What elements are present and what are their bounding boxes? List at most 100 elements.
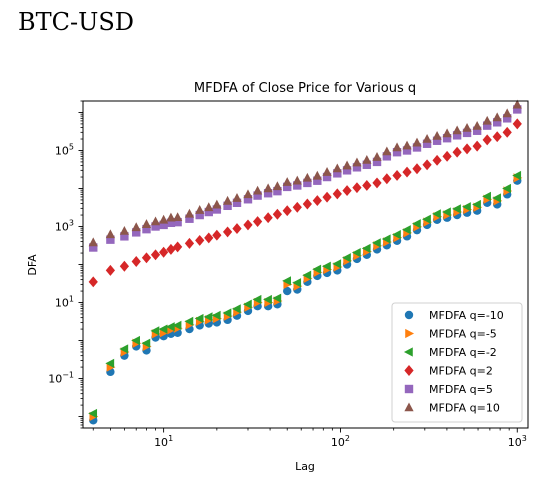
data-point (411, 219, 421, 229)
data-point (204, 232, 214, 244)
data-point (422, 159, 432, 171)
legend-label: MFDFA q=-10 (429, 309, 504, 322)
data-point (512, 99, 522, 109)
data-point (502, 108, 512, 118)
data-point (442, 207, 451, 217)
data-point (402, 140, 412, 150)
data-point (412, 163, 422, 175)
data-point (472, 120, 482, 130)
data-point (212, 205, 222, 214)
data-point (150, 326, 160, 336)
data-point (253, 191, 262, 200)
data-point (313, 176, 322, 185)
data-point (512, 170, 522, 181)
data-point (141, 252, 152, 264)
legend-label: MFDFA q=-5 (429, 328, 497, 341)
y-axis-label: DFA (26, 254, 39, 276)
data-point (185, 214, 194, 223)
data-point (204, 202, 214, 212)
page-title: BTC-USD (18, 8, 135, 36)
data-point (243, 195, 253, 204)
data-point (105, 358, 115, 369)
data-point (512, 118, 522, 130)
data-point (282, 276, 291, 286)
data-point (452, 146, 462, 158)
data-point (351, 248, 361, 258)
data-point (312, 170, 322, 180)
data-point (158, 246, 169, 258)
data-point (106, 235, 115, 244)
data-point (166, 243, 176, 255)
data-point (322, 191, 332, 203)
data-point (412, 143, 422, 152)
data-point (342, 166, 352, 175)
data-point (312, 195, 322, 207)
data-point (372, 157, 382, 167)
legend-box (391, 302, 523, 423)
data-point (273, 186, 282, 196)
data-point (292, 175, 302, 185)
data-point (492, 193, 501, 203)
data-point (243, 219, 253, 231)
data-point (142, 224, 151, 234)
data-point (165, 322, 175, 332)
data-point (392, 142, 402, 152)
data-point (252, 216, 263, 227)
data-point (232, 198, 242, 207)
data-point (502, 183, 511, 194)
legend-label: MFDFA q=2 (429, 365, 493, 378)
data-point (401, 225, 411, 235)
data-point (472, 199, 481, 210)
data-point (263, 189, 273, 198)
data-point (131, 335, 141, 346)
data-point (252, 294, 262, 305)
data-point (322, 172, 332, 182)
data-point (272, 293, 282, 303)
data-point (195, 205, 205, 214)
data-point (166, 212, 176, 222)
data-point (263, 294, 272, 305)
data-point (372, 177, 382, 189)
data-point (332, 259, 342, 269)
data-point (412, 137, 422, 147)
data-point (105, 229, 116, 239)
data-point (361, 243, 371, 254)
y-tick-label: 103 (55, 218, 74, 233)
data-point (382, 173, 392, 185)
series-4 (88, 118, 522, 288)
data-point (119, 344, 129, 354)
data-point (303, 178, 312, 188)
data-point (342, 185, 352, 197)
data-point (482, 191, 491, 201)
data-point (150, 216, 161, 226)
data-point (150, 249, 161, 261)
data-point (158, 324, 168, 334)
data-point (132, 228, 141, 237)
data-point (222, 226, 233, 238)
data-point (272, 208, 283, 220)
data-point (252, 185, 263, 195)
data-point (502, 126, 512, 138)
data-point (263, 212, 273, 224)
series-6 (88, 99, 522, 247)
data-point (231, 304, 241, 314)
data-point (131, 222, 141, 232)
data-point (158, 214, 169, 224)
data-point (212, 199, 222, 209)
data-point (293, 181, 302, 190)
data-point (141, 338, 151, 348)
legend-marker (404, 384, 414, 394)
data-point (482, 115, 492, 125)
data-point (342, 253, 351, 263)
x-tick-label: 101 (154, 434, 173, 449)
data-point (442, 134, 452, 143)
data-point (382, 146, 392, 156)
data-point (372, 152, 382, 161)
data-point (222, 308, 232, 318)
x-axis-label: Lag (295, 460, 315, 473)
data-point (272, 181, 283, 191)
data-point (223, 201, 232, 211)
data-point (89, 243, 98, 252)
data-point (482, 134, 492, 146)
data-point (88, 276, 98, 288)
